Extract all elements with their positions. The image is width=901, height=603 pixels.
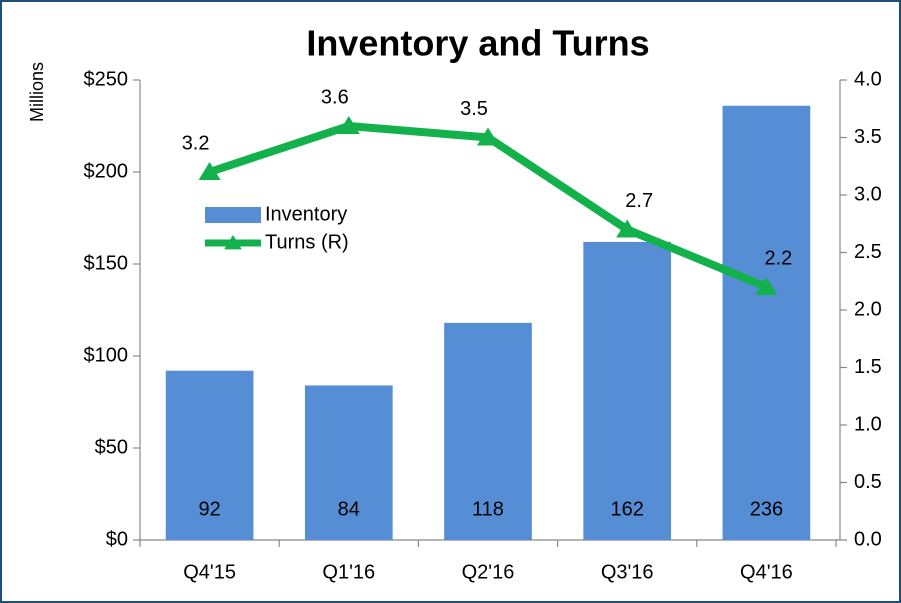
x-tick-label: Q2'16 bbox=[462, 561, 515, 583]
bar bbox=[583, 241, 672, 541]
line-marker bbox=[337, 116, 360, 134]
bar-value-label: 162 bbox=[611, 498, 644, 520]
line-value-label: 2.7 bbox=[625, 190, 653, 212]
y-tick-label: $50 bbox=[95, 436, 128, 458]
y2-tick-label: 1.0 bbox=[854, 413, 882, 435]
bar bbox=[444, 322, 532, 540]
line-value-label: 2.2 bbox=[764, 247, 792, 269]
legend-label: Inventory bbox=[265, 203, 347, 225]
bar-value-label: 236 bbox=[750, 498, 783, 520]
x-tick-label: Q1'16 bbox=[322, 561, 375, 583]
x-tick-label: Q4'16 bbox=[740, 561, 793, 583]
bar-value-label: 92 bbox=[198, 498, 220, 520]
y2-tick-label: 4.0 bbox=[854, 68, 882, 90]
bar-value-label: 84 bbox=[338, 498, 360, 520]
y2-tick-label: 2.0 bbox=[854, 298, 882, 320]
legend-label: Turns (R) bbox=[265, 231, 349, 253]
y-tick-label: $250 bbox=[84, 68, 129, 90]
x-tick-label: Q3'16 bbox=[601, 561, 654, 583]
y-tick-label: $150 bbox=[84, 252, 129, 274]
line-value-label: 3.5 bbox=[460, 98, 488, 120]
line-marker bbox=[477, 127, 499, 146]
y2-tick-label: 2.5 bbox=[854, 241, 882, 263]
line-value-label: 3.6 bbox=[321, 86, 349, 108]
chart-title: Inventory and Turns bbox=[306, 23, 649, 64]
x-tick-label: Q4'15 bbox=[183, 561, 236, 583]
line-marker bbox=[616, 219, 639, 238]
y2-tick-label: 3.0 bbox=[854, 183, 882, 205]
bar-value-label: 118 bbox=[472, 498, 504, 520]
y-axis-label: Millions bbox=[27, 62, 47, 122]
y2-tick-label: 1.5 bbox=[854, 356, 882, 378]
y-tick-label: $200 bbox=[84, 160, 129, 182]
legend-marker bbox=[224, 235, 242, 250]
bar bbox=[304, 385, 393, 540]
line-value-label: 3.2 bbox=[182, 132, 210, 154]
bar bbox=[722, 105, 811, 540]
line-marker bbox=[198, 162, 221, 180]
line-marker bbox=[755, 277, 778, 295]
bar bbox=[165, 370, 254, 540]
y-tick-label: $100 bbox=[84, 344, 129, 366]
y2-tick-label: 0.0 bbox=[854, 528, 882, 550]
y2-tick-label: 0.5 bbox=[854, 471, 882, 493]
y-tick-label: $0 bbox=[106, 528, 128, 550]
y2-tick-label: 3.5 bbox=[854, 126, 882, 148]
legend-swatch bbox=[205, 207, 261, 223]
